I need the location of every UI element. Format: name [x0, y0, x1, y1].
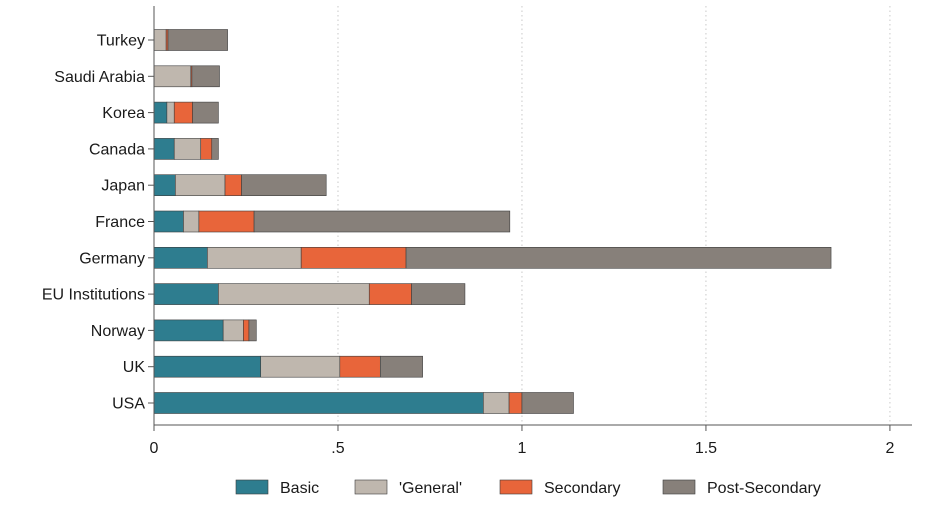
legend-label-general: 'General'	[399, 480, 462, 497]
bar-usa-general	[483, 392, 510, 414]
labels-layer: 0 .5 1 1.5 2 Turkey Saudi Arabia Korea Canada Jap…	[42, 33, 895, 458]
category-label-turkey: Turkey	[97, 33, 145, 50]
legend-label-secondary: Secondary	[544, 480, 621, 497]
category-label-usa: USA	[112, 396, 145, 413]
bar-germany-basic	[153, 247, 208, 269]
bar-uk-post-secondary	[379, 355, 423, 378]
bar-france-secondary	[198, 210, 255, 233]
bar-germany-post-secondary	[405, 247, 832, 269]
bar-canada-secondary	[200, 138, 213, 160]
bar-canada-basic	[153, 138, 175, 160]
x-tick-label: .5	[331, 440, 344, 457]
category-label-uk: UK	[123, 359, 146, 376]
category-label-norway: Norway	[91, 323, 145, 340]
axis-layer	[148, 6, 912, 431]
bar-korea-secondary	[173, 101, 193, 124]
bar-germany-general	[207, 247, 302, 269]
bar-usa-post-secondary	[521, 392, 574, 414]
bar-france-basic	[153, 210, 184, 233]
bar-norway-secondary	[243, 319, 250, 342]
bars-layer	[153, 29, 832, 414]
bar-canada-general	[173, 138, 202, 160]
bar-turkey-general	[153, 29, 167, 51]
category-label-saudi-arabia: Saudi Arabia	[54, 69, 145, 86]
bar-japan-secondary	[224, 174, 242, 196]
bar-usa-secondary	[508, 392, 523, 414]
bar-korea-post-secondary	[192, 101, 219, 124]
legend-swatch-basic	[235, 479, 269, 495]
bar-norway-general	[222, 319, 244, 342]
bar-saudi-arabia-post-secondary	[191, 65, 220, 88]
bar-japan-basic	[153, 174, 176, 196]
x-tick-label: 2	[885, 440, 894, 457]
category-label-france: France	[95, 214, 145, 231]
bar-eu-institutions-post-secondary	[411, 283, 466, 305]
x-tick-label: 1	[518, 440, 527, 457]
bar-uk-basic	[153, 355, 262, 378]
bar-turkey-post-secondary	[167, 29, 228, 51]
bar-canada-post-secondary	[211, 138, 219, 160]
bar-uk-general	[260, 355, 341, 378]
bar-france-general	[183, 210, 200, 233]
bar-norway-post-secondary	[248, 319, 257, 342]
bar-saudi-arabia-general	[153, 65, 192, 88]
legend-swatch-post-secondary	[662, 479, 696, 495]
category-label-japan: Japan	[101, 178, 145, 195]
bar-japan-post-secondary	[241, 174, 327, 196]
x-tick-label: 0	[150, 440, 159, 457]
bar-uk-secondary	[339, 355, 381, 378]
bar-eu-institutions-secondary	[368, 283, 412, 305]
bar-korea-general	[166, 101, 175, 124]
legend-label-basic: Basic	[280, 480, 319, 497]
bar-norway-basic	[153, 319, 224, 342]
category-label-eu-institutions: EU Institutions	[42, 287, 145, 304]
bar-usa-basic	[153, 392, 484, 414]
category-label-canada: Canada	[89, 141, 145, 158]
category-label-korea: Korea	[102, 105, 145, 122]
bar-korea-basic	[153, 101, 168, 124]
legend-label-post-secondary: Post-Secondary	[707, 480, 821, 497]
bar-france-post-secondary	[253, 210, 511, 233]
bar-eu-institutions-general	[218, 283, 370, 305]
legend-swatch-secondary	[499, 479, 533, 495]
bar-eu-institutions-basic	[153, 283, 219, 305]
bar-germany-secondary	[300, 247, 407, 269]
legend: Basic 'General' Secondary Post-Secondary	[235, 479, 821, 497]
x-tick-label: 1.5	[695, 440, 717, 457]
legend-swatch-general	[354, 479, 388, 495]
category-label-germany: Germany	[79, 250, 145, 267]
bar-japan-general	[175, 174, 226, 196]
